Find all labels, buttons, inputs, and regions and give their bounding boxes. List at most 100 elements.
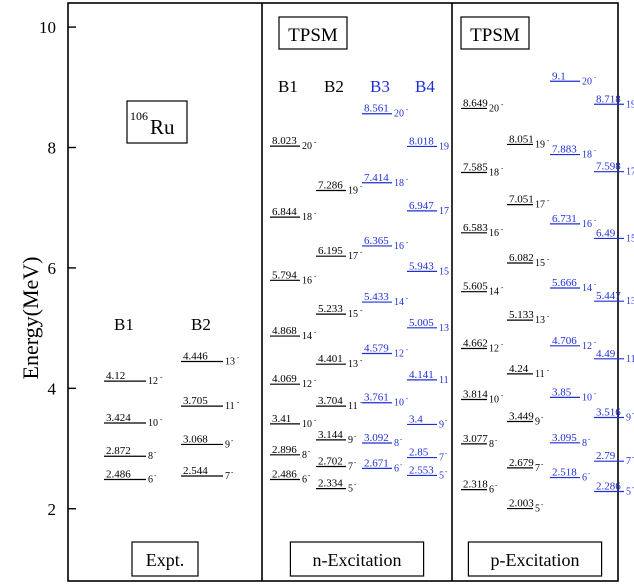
level-parity: -: [594, 389, 597, 397]
band-b3: B32.671 6 -3.092 8 -3.761 10 -4.579 12 -5.433 14-…: [362, 77, 409, 474]
level-value: 4.401: [318, 353, 343, 365]
level-parity: -: [360, 182, 363, 190]
band-4: 2.2865-2.797-3.5169-4.4911-5.44713-6.491…: [594, 93, 634, 498]
band-b2: B22.334 5 -2.702 7 -3.144 9 -3.704 11 -4.401 13 -5…: [316, 77, 363, 495]
band-b4: B42.553 5 -2.85 7 -3.4 9 -4.141 11 -5.005 13 -5.94…: [407, 77, 454, 481]
level-spin: 8: [394, 438, 399, 449]
level-spin: 10: [582, 392, 592, 403]
level-parity: -: [354, 458, 357, 466]
level-spin: 13: [225, 356, 235, 367]
level-parity: -: [501, 225, 504, 233]
level-spin: 11: [225, 401, 235, 412]
level-parity: -: [400, 435, 403, 443]
level-parity: -: [594, 216, 597, 224]
panel-footer-box: [467, 541, 603, 577]
level-value: 6.49: [596, 227, 616, 239]
level-spin: 16: [302, 275, 312, 286]
level-value: 3.516: [596, 406, 621, 418]
level-parity: -: [231, 468, 234, 476]
level-parity: -: [160, 373, 163, 381]
level-value: 6.082: [509, 252, 534, 264]
level-parity: -: [588, 435, 591, 443]
level-value: 2.702: [318, 455, 343, 467]
level-spin: 6: [302, 474, 307, 485]
band-3: 2.518 6 -3.095 8 -3.85 10 -4.706 12 -5.666 14 -6.7…: [550, 70, 597, 484]
level-spin: 11: [535, 369, 545, 380]
level-value: 7.286: [318, 179, 343, 191]
band-b1: B12.486 6 -2.872 8 -3.424 10 -4.12 12-: [104, 315, 163, 485]
level-spin: 13: [439, 323, 449, 334]
level-value: 6.947: [409, 200, 434, 212]
level-parity: -: [354, 432, 357, 440]
level-spin: 20: [394, 109, 404, 120]
level-parity: -: [314, 376, 317, 384]
level-parity: -: [451, 263, 454, 271]
level-parity: -: [314, 209, 317, 217]
level-parity: -: [451, 203, 454, 211]
level-value: 4.706: [552, 335, 577, 347]
level-value: 6.731: [552, 213, 577, 225]
level-spin: 12: [394, 348, 404, 359]
level-value: 7.585: [463, 161, 488, 173]
level-spin: 18: [489, 167, 499, 178]
level-value: 4.579: [364, 342, 389, 354]
level-spin: 18: [302, 212, 312, 223]
level-value: 4.446: [183, 350, 208, 362]
level-parity: -: [547, 366, 550, 374]
level-spin: 5: [439, 470, 444, 481]
level-parity: -: [501, 284, 504, 292]
level-parity: -: [154, 471, 157, 479]
level-spin: 16: [489, 228, 499, 239]
level-value: 3.068: [183, 433, 208, 445]
level-parity: -: [547, 197, 550, 205]
level-spin: 11: [348, 401, 358, 412]
level-value: 4.868: [272, 325, 297, 337]
level-value: 2.671: [364, 457, 389, 469]
panel-footer: p-Excitation: [491, 550, 580, 570]
level-parity: -: [314, 272, 317, 280]
level-value: 5.233: [318, 303, 343, 315]
level-spin: 7: [225, 471, 230, 482]
level-value: 6.583: [463, 222, 488, 234]
level-parity: -: [632, 453, 634, 461]
level-value: 3.814: [463, 389, 488, 401]
level-value: 2.286: [596, 481, 621, 493]
level-parity: -: [445, 416, 448, 424]
level-parity: -: [501, 100, 504, 108]
level-value: 2.318: [463, 479, 488, 491]
level-value: 7.414: [364, 172, 389, 184]
level-value: 4.49: [596, 348, 616, 360]
level-value: 8.649: [463, 97, 488, 109]
level-value: 2.896: [272, 444, 297, 456]
level-value: 4.662: [463, 337, 488, 349]
level-parity: -: [237, 353, 240, 361]
level-spin: 20: [489, 103, 499, 114]
level-spin: 5: [348, 484, 353, 495]
level-value: 9.1: [552, 70, 566, 82]
nucleus-mass: 106: [130, 109, 148, 123]
level-parity: -: [400, 460, 403, 468]
level-value: 4.141: [409, 369, 434, 381]
level-spin: 17: [439, 206, 449, 217]
plot-frame: [67, 2, 619, 582]
level-spin: 15: [535, 258, 545, 269]
level-spin: 9: [225, 439, 230, 450]
level-spin: 7: [535, 463, 540, 474]
level-spin: 14: [302, 331, 312, 342]
level-spin: 13: [535, 315, 545, 326]
level-value: 3.077: [463, 433, 488, 445]
level-value: 6.365: [364, 235, 389, 247]
level-spin: 18: [394, 178, 404, 189]
level-spin: 20: [582, 76, 592, 87]
panel-footer-box: [131, 541, 199, 577]
level-value: 2.872: [106, 445, 131, 457]
level-parity: -: [547, 312, 550, 320]
level-value: 3.092: [364, 432, 389, 444]
y-tick-label: 10: [39, 18, 56, 37]
level-value: 5.605: [463, 281, 488, 293]
level-value: 5.433: [364, 291, 389, 303]
level-parity: -: [495, 482, 498, 490]
level-value: 3.144: [318, 429, 343, 441]
